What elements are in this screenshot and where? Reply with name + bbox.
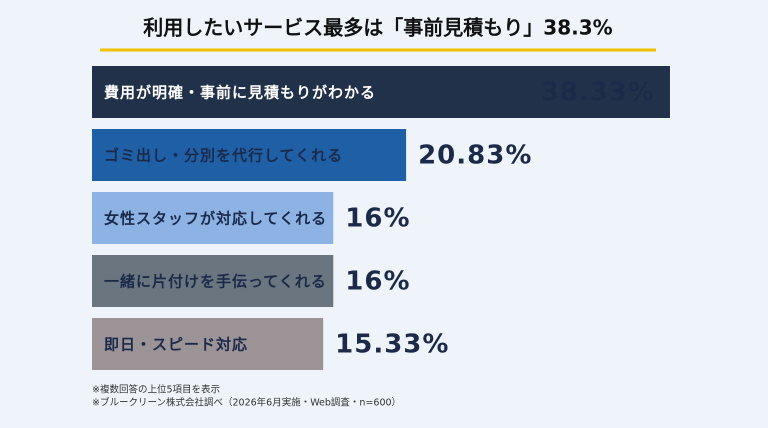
value-label: 16% [345,267,410,297]
bar [92,66,670,118]
category-label: 即日・スピード対応 [104,336,248,354]
category-label: 女性スタッフが対応してくれる [104,210,327,228]
category-label: 一緒に片付けを手伝ってくれる [104,273,327,291]
bar [92,192,334,244]
bar [92,255,334,307]
bar [92,318,324,370]
chart-title: 利用したいサービス最多は「事前見積もり」38.3% [143,16,612,40]
footnote: ※ブルークリーン株式会社調べ（2026年6月実施・Web調査・n=600） [92,397,401,409]
value-label: 15.33% [335,330,449,360]
value-label: 20.83% [418,141,532,171]
category-label: 費用が明確・事前に見積もりがわかる [104,84,376,102]
footnote: ※複数回答の上位5項目を表示 [92,384,220,396]
category-label: ゴミ出し・分別を代行してくれる [104,147,343,165]
value-label: 16% [345,204,410,234]
bar [92,129,407,181]
value-label: 38.33% [541,78,655,108]
